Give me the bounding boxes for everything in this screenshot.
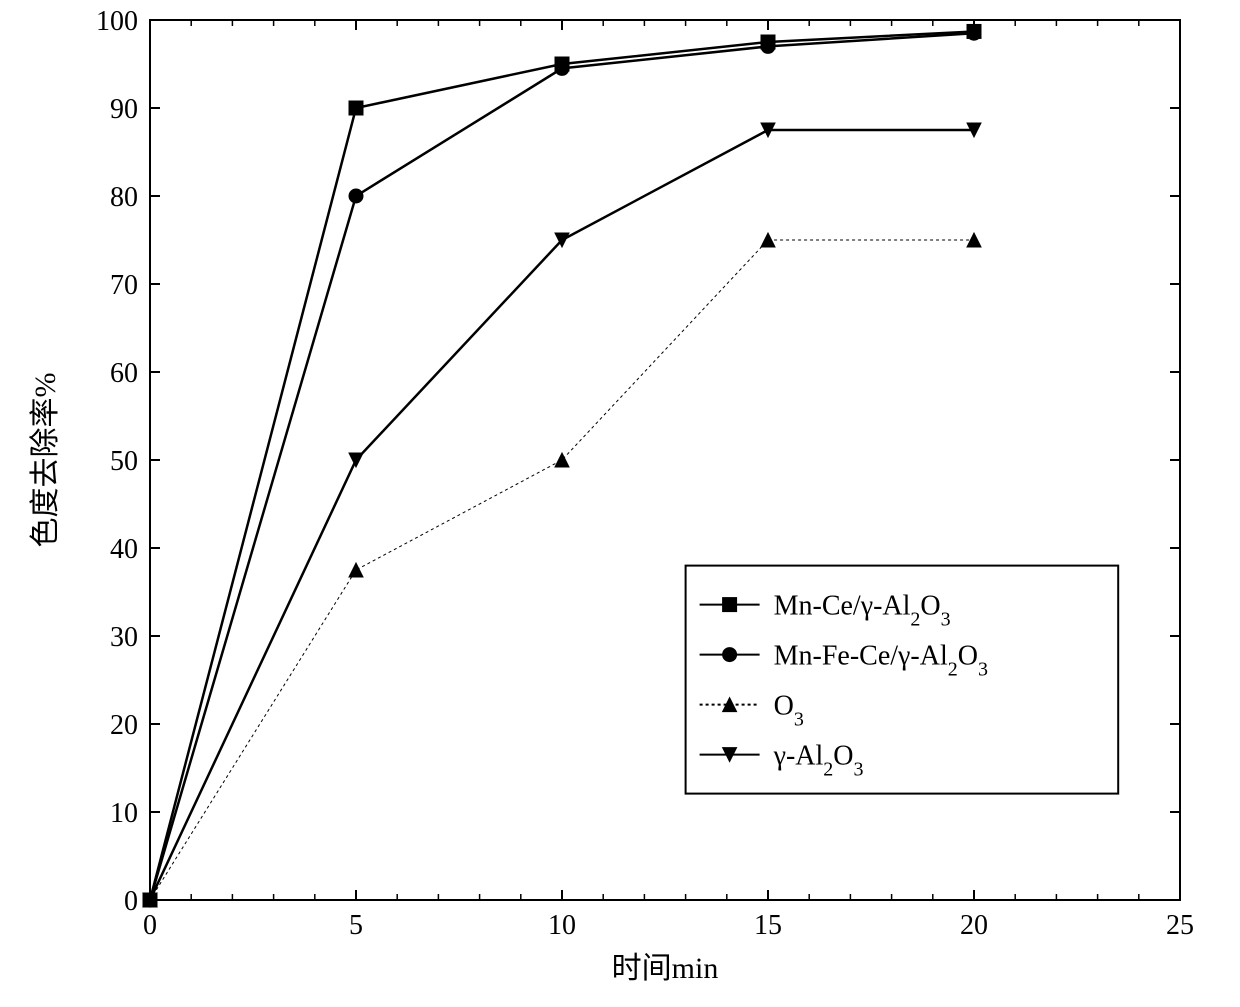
chart-background — [0, 0, 1240, 1007]
y-tick-label: 80 — [110, 182, 138, 213]
y-tick-label: 40 — [110, 534, 138, 565]
y-tick-label: 60 — [110, 358, 138, 389]
legend: Mn-Ce/γ-Al2O3Mn-Fe-Ce/γ-Al2O3O3γ-Al2O3 — [686, 566, 1119, 794]
x-tick-label: 0 — [143, 910, 157, 941]
y-tick-label: 70 — [110, 270, 138, 301]
y-tick-label: 90 — [110, 94, 138, 125]
y-tick-label: 50 — [110, 446, 138, 477]
y-tick-label: 30 — [110, 622, 138, 653]
x-tick-label: 10 — [548, 910, 576, 941]
y-tick-label: 100 — [96, 6, 138, 37]
y-tick-label: 10 — [110, 798, 138, 829]
x-tick-label: 25 — [1166, 910, 1194, 941]
x-tick-label: 15 — [754, 910, 782, 941]
y-tick-label: 20 — [110, 710, 138, 741]
y-tick-label: 0 — [124, 886, 138, 917]
x-tick-label: 20 — [960, 910, 988, 941]
y-axis-title: 色度去除率% — [29, 373, 62, 548]
line-chart: 0 5 10 15 20 25 0 10 20 30 40 50 60 70 80 90 100 Mn-Ce/γ… — [0, 0, 1240, 1007]
x-axis-title: 时间min — [612, 952, 719, 985]
x-tick-label: 5 — [349, 910, 363, 941]
